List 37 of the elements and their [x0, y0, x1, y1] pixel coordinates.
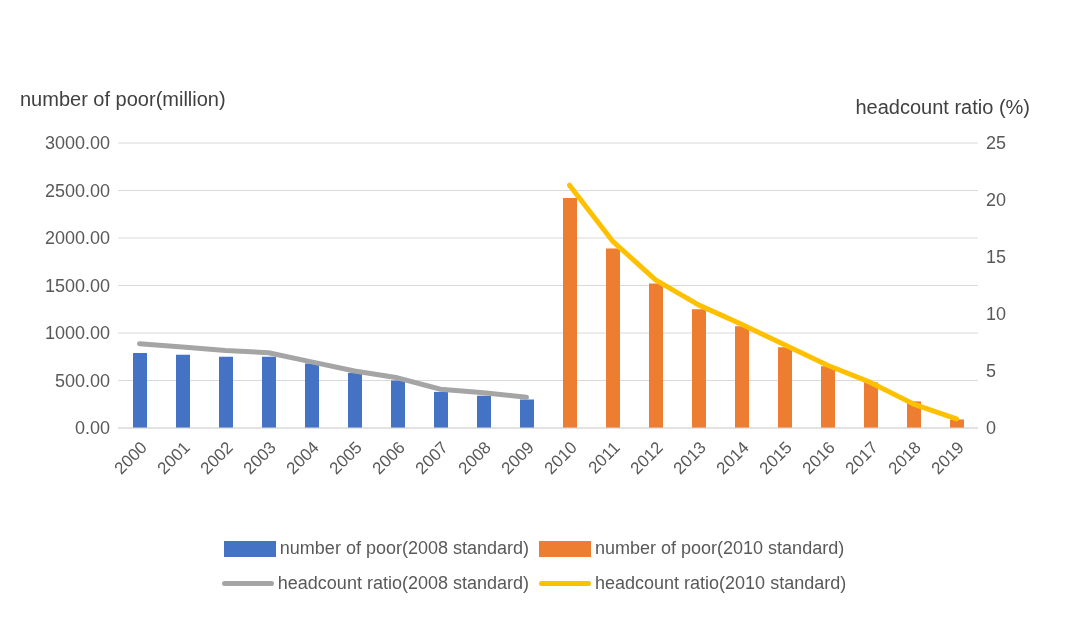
bar: [821, 366, 835, 428]
legend-label: headcount ratio(2008 standard): [277, 573, 529, 594]
y2-tick-label: 25: [986, 133, 1007, 154]
bar: [735, 326, 749, 428]
legend-label: number of poor(2008 standard): [279, 538, 529, 559]
y2-tick-label: 5: [986, 361, 997, 382]
y2-axis-title: headcount ratio (%): [855, 96, 1030, 119]
bar: [305, 363, 319, 428]
bar: [692, 309, 706, 428]
bar: [176, 354, 190, 428]
bar: [649, 283, 663, 428]
y2-tick-label: 15: [986, 247, 1007, 268]
bar: [477, 395, 491, 428]
y-tick-label: 3000.00: [44, 133, 110, 154]
y2-tick-label: 10: [986, 304, 1007, 325]
bar: [606, 248, 620, 428]
bar: [864, 382, 878, 428]
legend-label: headcount ratio(2010 standard): [595, 573, 847, 594]
bar: [348, 372, 362, 428]
y-tick-label: 500.00: [54, 370, 110, 391]
y-tick-label: 2500.00: [44, 180, 110, 201]
y2-tick-label: 0: [986, 418, 997, 439]
bar: [391, 380, 405, 428]
bar: [434, 391, 448, 428]
y-tick-label: 2000.00: [44, 228, 110, 249]
y-tick-label: 0.00: [74, 418, 110, 439]
bar: [262, 356, 276, 428]
y2-tick-label: 20: [986, 190, 1007, 211]
bar: [520, 399, 534, 428]
bar: [778, 347, 792, 428]
y-axis-title: number of poor(million): [20, 88, 226, 111]
bar: [133, 352, 147, 428]
bar: [219, 356, 233, 428]
legend-label: number of poor(2010 standard): [595, 538, 845, 559]
y-tick-label: 1000.00: [44, 323, 110, 344]
y-tick-label: 1500.00: [44, 275, 110, 296]
bar: [563, 198, 577, 428]
